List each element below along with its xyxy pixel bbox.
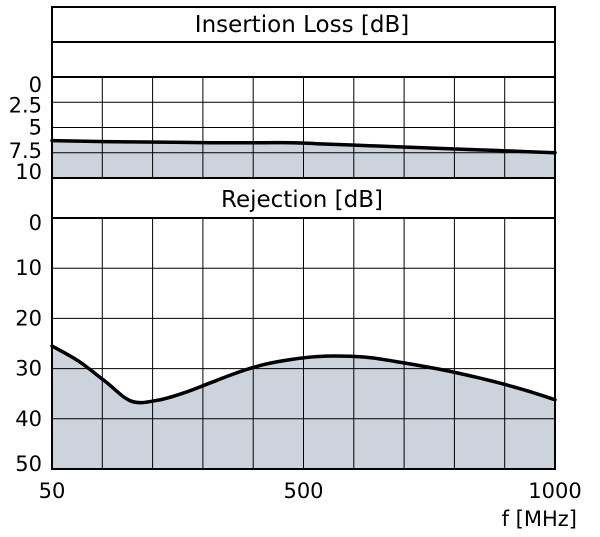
rej-y-tick-label: 50 (15, 452, 42, 476)
rejection-curve (50, 344, 557, 405)
x-tick-label: 50 (39, 479, 66, 503)
x-tick-label: 500 (283, 479, 323, 503)
rej-y-tick-label: 30 (15, 357, 42, 381)
rej-y-tick-label: 20 (15, 306, 42, 330)
x-axis-label: f [MHz] (502, 507, 577, 531)
il-y-tick-label: 2.5 (9, 93, 42, 117)
insertion-loss-title: Insertion Loss [dB] (195, 12, 409, 38)
il-y-tick-label: 5 (29, 116, 42, 140)
il-y-tick-label: 0 (29, 73, 42, 97)
x-tick-labels: 50 500 1000 (39, 479, 582, 503)
insertion-loss-y-tick-labels: 02.557.510 (9, 73, 42, 184)
rej-y-tick-label: 10 (15, 256, 42, 280)
il-y-tick-label: 10 (15, 160, 42, 184)
il-y-tick-label: 7.5 (9, 139, 42, 163)
chart-frame (51, 6, 556, 470)
x-tick-label: 1000 (528, 479, 581, 503)
insertion-loss-curve (50, 138, 557, 155)
rejection-title: Rejection [dB] (221, 187, 383, 213)
rej-y-tick-label: 0 (29, 211, 42, 235)
curves (50, 138, 557, 405)
rejection-y-tick-labels: 0 10 20 30 40 50 (15, 211, 42, 476)
rej-y-tick-label: 40 (15, 407, 42, 431)
